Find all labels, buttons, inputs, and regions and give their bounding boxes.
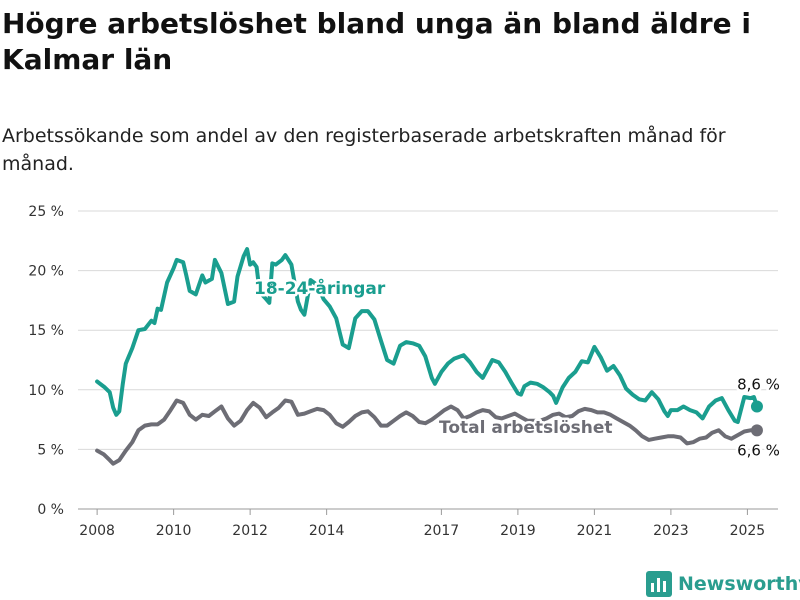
x-tick-label: 2021	[577, 523, 613, 539]
end-point-18-24	[750, 400, 763, 413]
x-tick-label: 2010	[156, 523, 192, 539]
y-tick-label: 20 %	[28, 264, 64, 280]
x-tick-label: 2017	[424, 523, 460, 539]
chart-title: Högre arbetslöshet bland unga än bland ä…	[2, 7, 751, 76]
end-value-total: 6,6 %	[737, 441, 780, 459]
brand-logo: Newsworthy	[646, 570, 800, 598]
end-point-total	[750, 424, 763, 437]
x-tick-label: 2012	[232, 523, 268, 539]
series-label-18-24: 18-24-åringar	[254, 277, 386, 299]
x-tick-label: 2025	[730, 523, 766, 539]
y-tick-label: 15 %	[28, 323, 64, 339]
x-tick-label: 2014	[309, 523, 345, 539]
x-tick-label: 2019	[500, 523, 536, 539]
x-tick-label: 2008	[79, 523, 115, 539]
x-axis: 2008 2010 2012 2014 2017 2019 2021 2023 2025	[79, 509, 765, 539]
y-tick-label: 10 %	[28, 383, 64, 399]
series-line-total	[95, 398, 759, 466]
label-layer: 18-24-åringar Total arbetslöshet 8,6 % 6,6 …	[252, 275, 783, 462]
y-tick-label: 5 %	[37, 442, 64, 458]
y-tick-label: 0 %	[37, 502, 64, 518]
bar-chart-logo-icon	[646, 571, 672, 597]
y-tick-label: 25 %	[28, 204, 64, 220]
x-tick-label: 2023	[653, 523, 689, 539]
line-chart: 0 %5 %10 %15 %20 %25 % 2008 2010 2012 2014 2…	[28, 204, 783, 539]
brand-name: Newsworthy	[678, 573, 800, 595]
end-value-18-24: 8,6 %	[737, 375, 780, 393]
series-layer	[95, 247, 763, 466]
series-line-18-24	[95, 247, 759, 424]
series-label-total: Total arbetslöshet	[439, 418, 613, 438]
grid-layer: 0 % 5 % 10 % 15 % 20 % 25 %	[28, 204, 778, 518]
chart-subtitle: Arbetssökande som andel av den registerb…	[2, 125, 726, 175]
